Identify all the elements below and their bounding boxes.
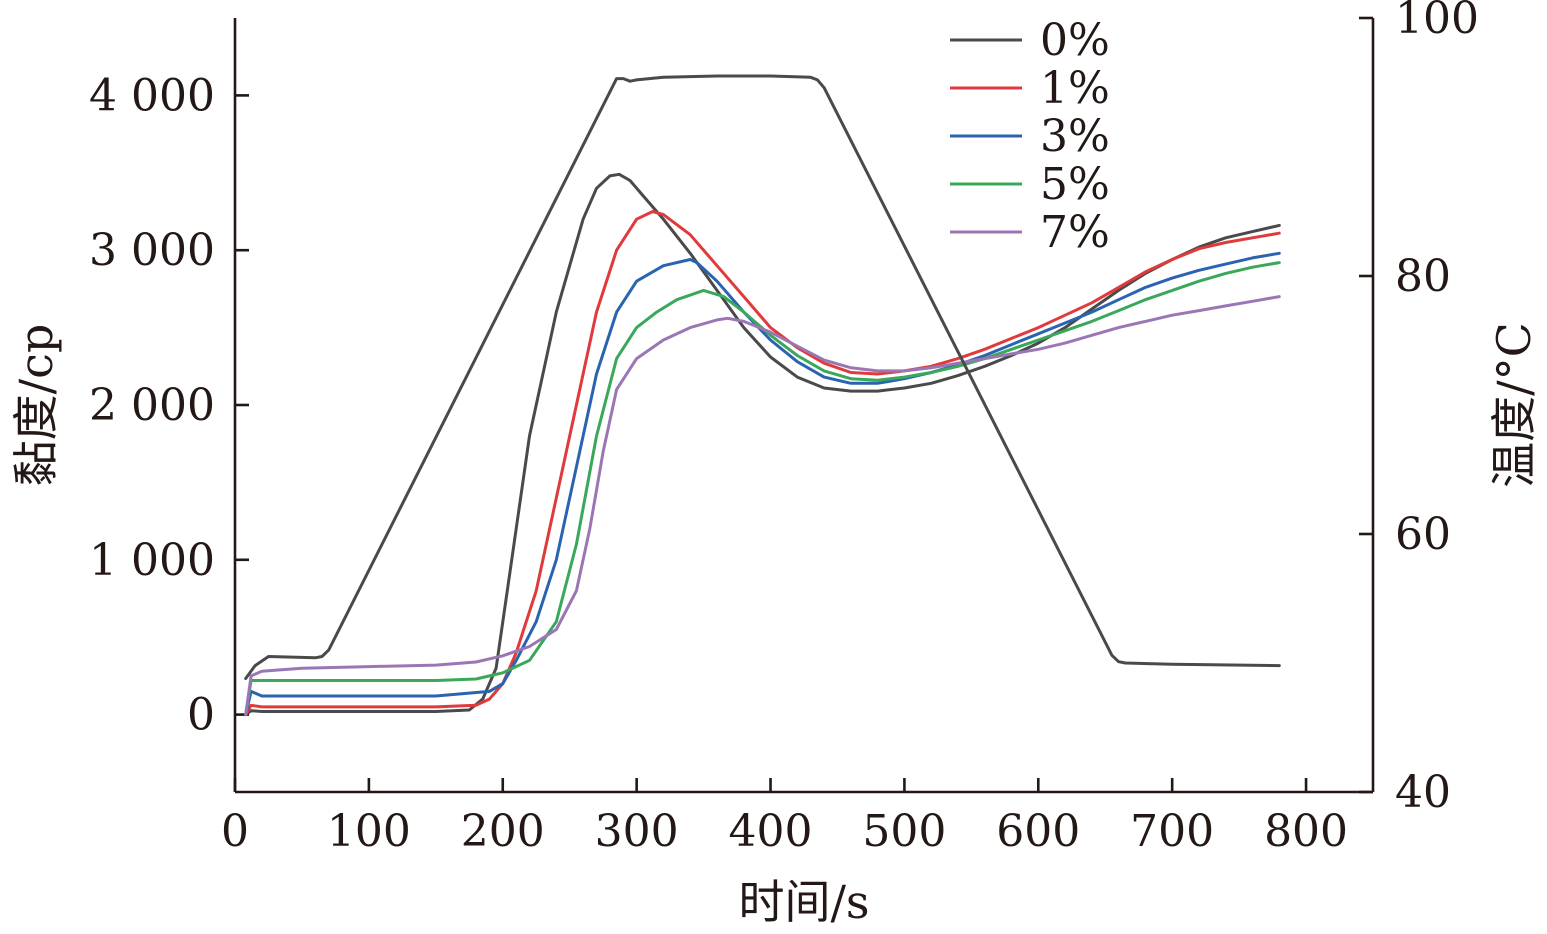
y2-tick-label: 80	[1395, 251, 1451, 302]
legend-label: 1%	[1040, 63, 1110, 114]
series-lines	[244, 74, 1281, 717]
y2-tick-label: 100	[1395, 0, 1479, 44]
series-line-temperature	[244, 74, 1281, 680]
tick-marks	[233, 16, 1373, 794]
y2-tick-label: 40	[1395, 767, 1451, 818]
x-tick-label: 700	[1130, 806, 1214, 857]
x-tick-label: 400	[729, 806, 813, 857]
chart-axes	[233, 18, 1375, 794]
y-tick-label: 4 000	[89, 70, 215, 121]
x-tick-label: 800	[1264, 806, 1348, 857]
x-tick-label: 300	[595, 806, 679, 857]
x-tick-label: 0	[221, 806, 249, 857]
y2-axis-title: 温度/°C	[1487, 322, 1541, 488]
x-tick-label: 500	[862, 806, 946, 857]
y2-tick-label: 60	[1395, 509, 1451, 560]
legend: 0%1%3%5%7%	[950, 15, 1110, 258]
series-line-0pct	[244, 172, 1281, 717]
y-axis-title: 黏度/cp	[9, 324, 63, 487]
x-tick-label: 100	[327, 806, 411, 857]
x-tick-label: 200	[461, 806, 545, 857]
series-line-5pct	[244, 261, 1281, 717]
tick-labels: 0 100 200 300 400 500 600 700 800 0 1 000 2 000 3 00…	[89, 0, 1479, 857]
x-axis-title: 时间/s	[738, 875, 869, 929]
legend-label: 7%	[1040, 207, 1110, 258]
series-line-3pct	[244, 251, 1281, 717]
y-tick-label: 1 000	[89, 535, 215, 586]
legend-label: 3%	[1040, 111, 1110, 162]
legend-label: 0%	[1040, 15, 1110, 66]
y-tick-label: 3 000	[89, 225, 215, 276]
y-tick-label: 0	[187, 690, 215, 741]
legend-label: 5%	[1040, 159, 1110, 210]
series-line-7pct	[244, 295, 1281, 717]
series-line-1pct	[244, 210, 1281, 717]
x-tick-label: 600	[996, 806, 1080, 857]
y-tick-label: 2 000	[89, 380, 215, 431]
